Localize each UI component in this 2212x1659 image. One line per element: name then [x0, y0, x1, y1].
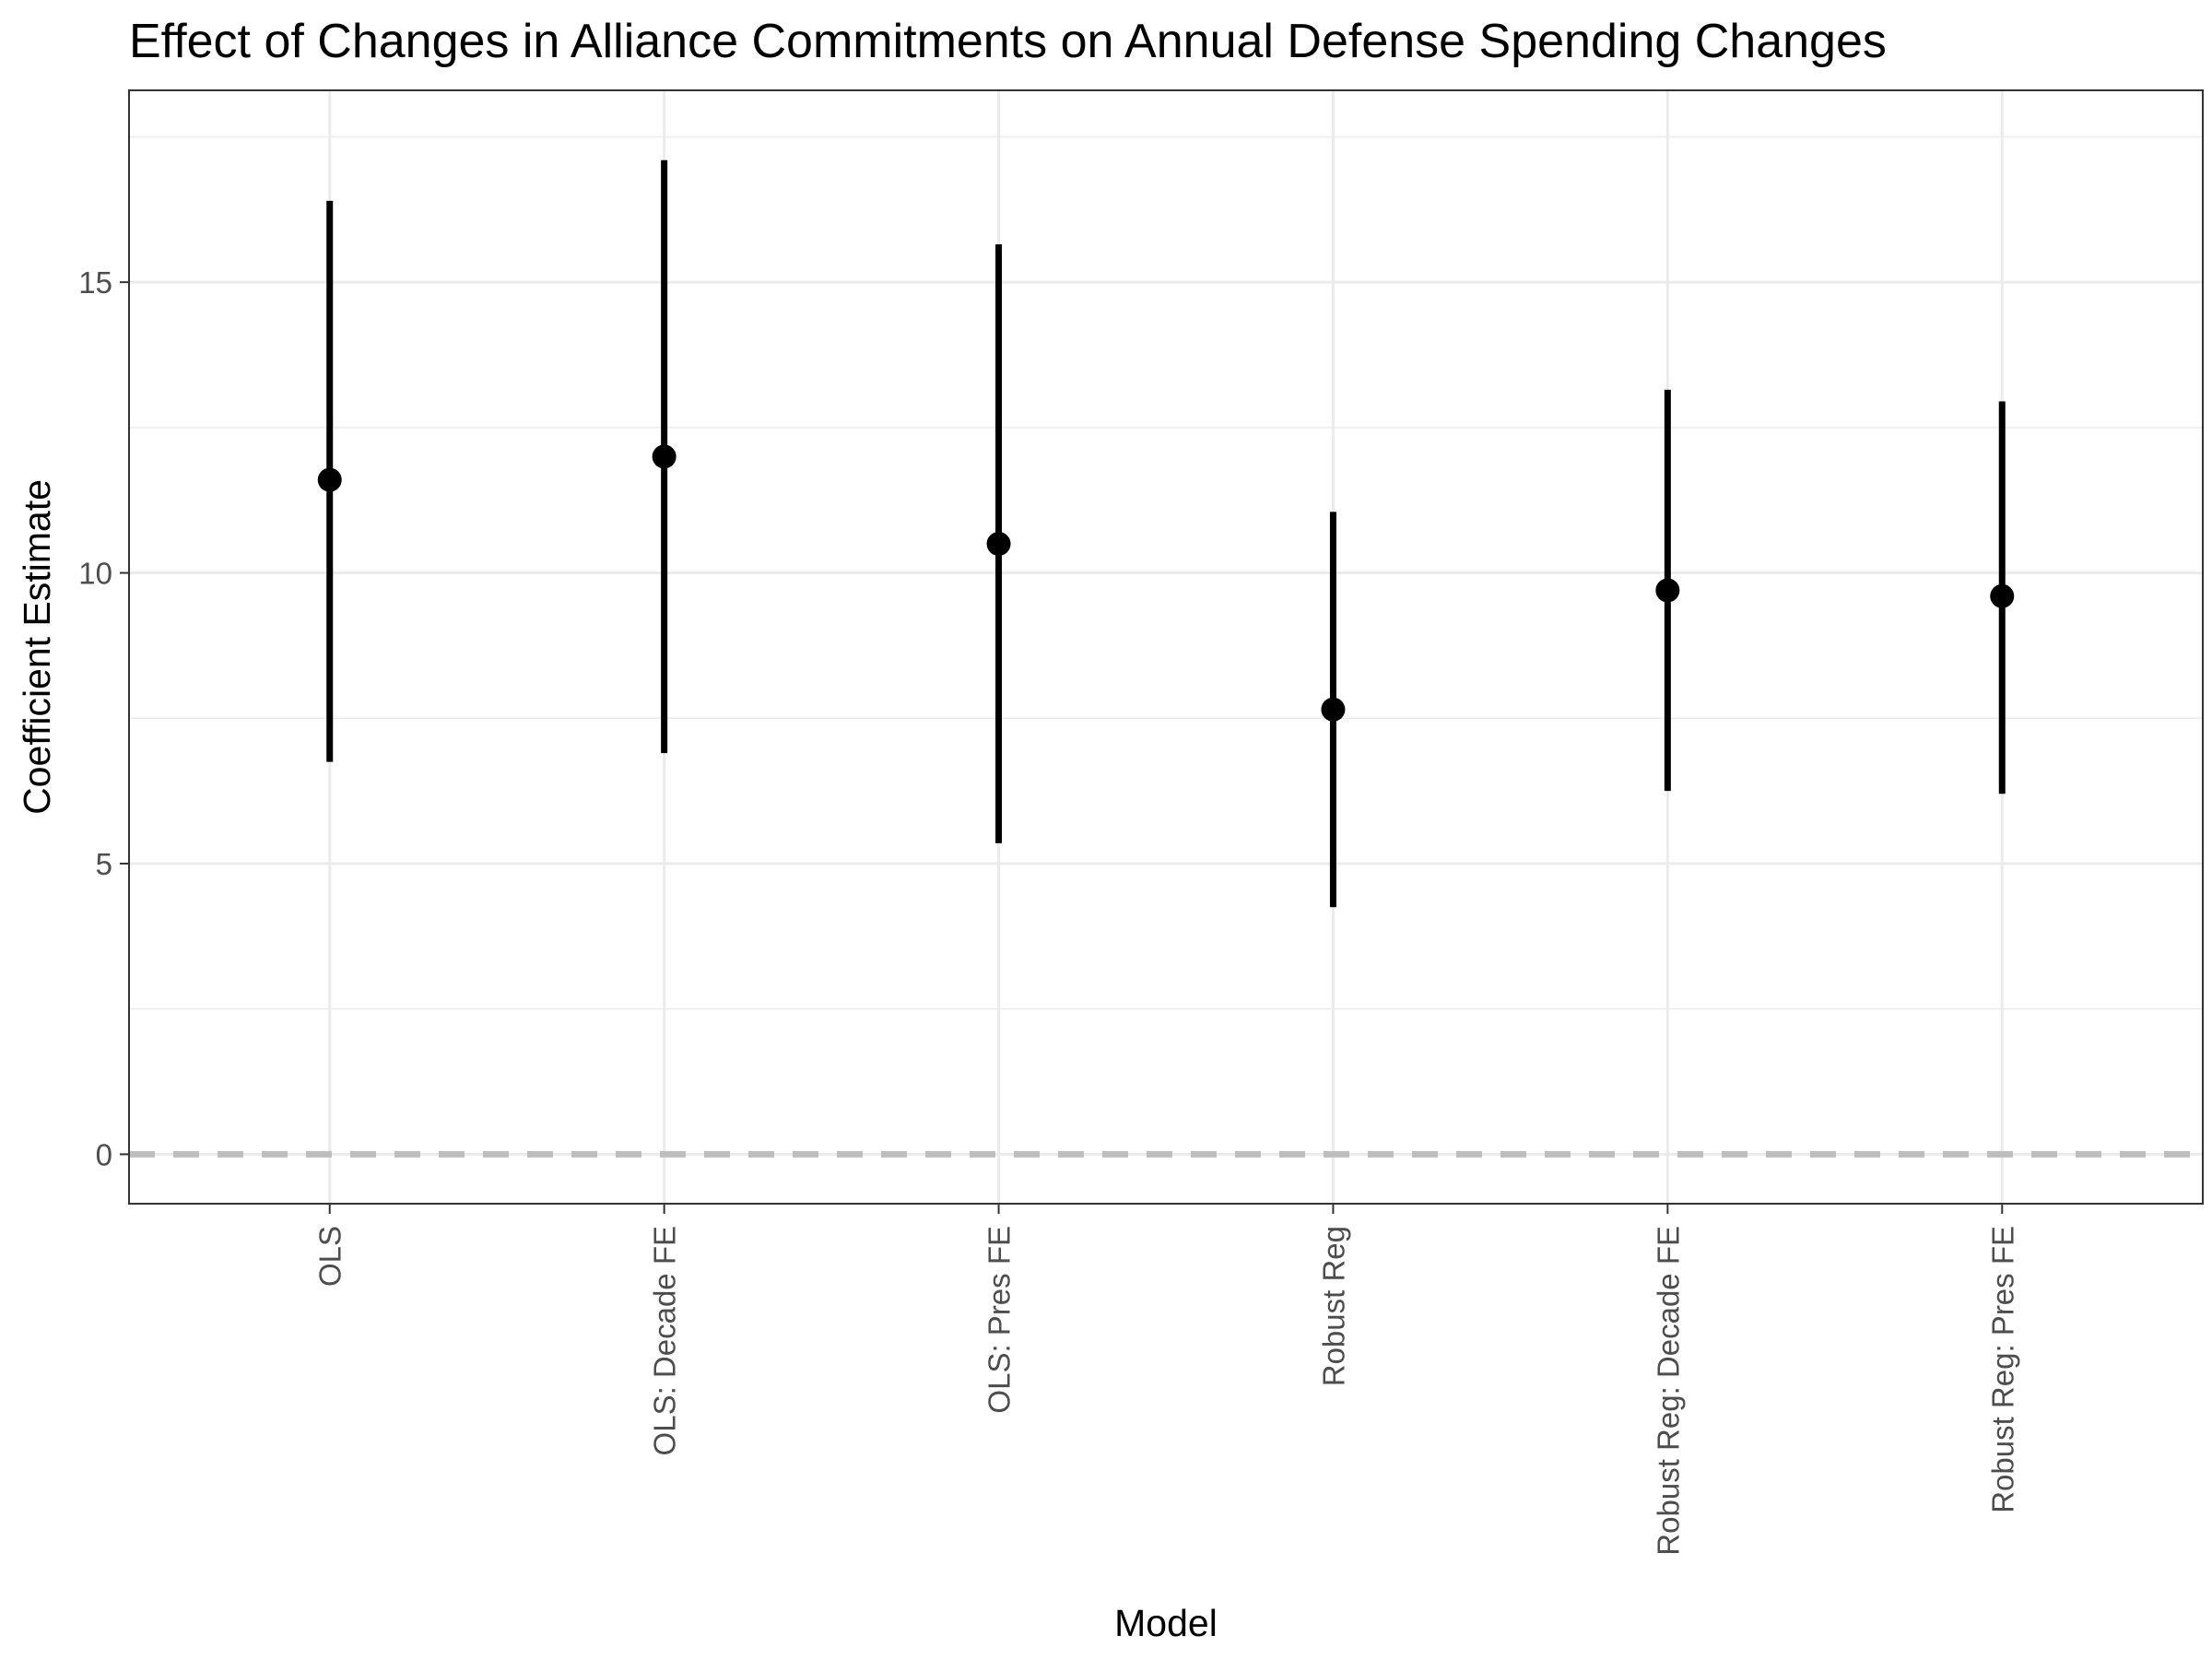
y-axis-title: Coefficient Estimate — [16, 479, 58, 815]
x-tick-label: OLS: Pres FE — [982, 1226, 1017, 1414]
point-estimate — [652, 444, 677, 469]
chart-title: Effect of Changes in Alliance Commitment… — [129, 15, 1887, 68]
y-tick-label: 15 — [78, 265, 112, 300]
panel-border — [128, 89, 2204, 1205]
point-estimate — [1321, 697, 1346, 722]
y-tick-label: 10 — [78, 557, 112, 591]
y-axis: 0 5 10 15 — [78, 265, 129, 1171]
x-tick-label: Robust Reg — [1316, 1226, 1350, 1386]
point-estimate — [1990, 583, 2015, 608]
y-tick-label: 5 — [96, 847, 112, 881]
x-axis: OLS OLS: Decade FE OLS: Pres FE Robust Reg R… — [313, 1204, 2019, 1556]
y-tick-label: 0 — [96, 1137, 112, 1171]
x-tick-label: OLS — [313, 1226, 347, 1287]
x-axis-title: Model — [1114, 1602, 1218, 1644]
x-tick-label: Robust Reg: Pres FE — [1985, 1226, 2019, 1513]
x-tick-label: Robust Reg: Decade FE — [1651, 1226, 1685, 1556]
x-tick-label: OLS: Decade FE — [648, 1226, 682, 1455]
point-estimate — [1655, 578, 1680, 603]
point-estimate — [986, 532, 1011, 557]
point-estimate — [317, 467, 342, 492]
data-marks — [317, 159, 2015, 908]
grid-lines — [129, 90, 2203, 1204]
